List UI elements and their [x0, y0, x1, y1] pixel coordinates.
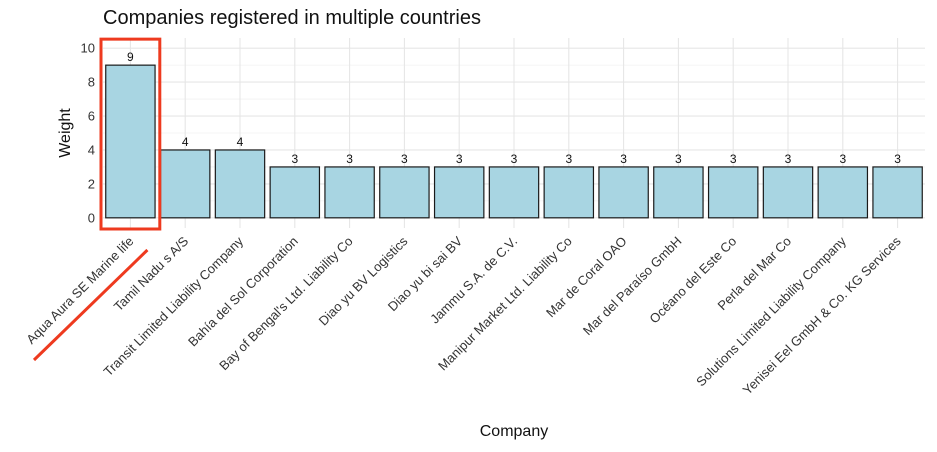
- bar: [653, 166, 704, 219]
- bar: [598, 166, 649, 219]
- bar-value-label: 3: [565, 152, 572, 166]
- bar: [105, 64, 156, 219]
- highlight-annotation: [32, 37, 162, 362]
- bar-value-label: 3: [346, 152, 353, 166]
- bar-value-label: 3: [456, 152, 463, 166]
- highlight-underline: [32, 248, 149, 362]
- y-axis-ticks: 0 2 4 6 8 10: [81, 41, 95, 226]
- bar-value-label: 3: [839, 152, 846, 166]
- bar-value-label: 3: [730, 152, 737, 166]
- highlight-box: [99, 37, 162, 231]
- bar-value-label: 4: [237, 135, 244, 149]
- bar: [214, 149, 266, 219]
- bar: [488, 166, 540, 219]
- bar: [762, 166, 814, 219]
- data-labels: 9 4 4 3 3 3 3 3 3 3 3 3 3 3 3: [127, 50, 901, 166]
- bar-value-label: 3: [401, 152, 408, 166]
- bar: [872, 166, 923, 219]
- y-tick-label: 4: [88, 142, 95, 157]
- bar: [433, 166, 485, 219]
- bar: [379, 166, 430, 219]
- y-axis-title: Weight: [57, 108, 74, 158]
- bar: [543, 166, 595, 219]
- y-tick-label: 10: [81, 41, 95, 56]
- x-tick-label: Bahía del Sol Corporation: [185, 234, 301, 350]
- x-tick-label: Aqua Aura SE Marine life: [23, 234, 136, 347]
- bar: [707, 166, 759, 219]
- bar-value-label: 3: [675, 152, 682, 166]
- bar-value-label: 3: [620, 152, 627, 166]
- x-tick-label: Mar del Paraíso GmbH: [580, 234, 685, 339]
- y-tick-label: 8: [88, 75, 95, 90]
- chart-title: Companies registered in multiple countri…: [103, 7, 481, 29]
- y-tick-label: 2: [88, 176, 95, 191]
- y-tick-label: 0: [88, 210, 95, 225]
- bar-value-label: 3: [785, 152, 792, 166]
- bars: [105, 64, 923, 219]
- bar: [817, 166, 869, 219]
- y-tick-label: 6: [88, 109, 95, 124]
- bar-value-label: 3: [511, 152, 518, 166]
- bar: [159, 149, 211, 219]
- x-axis-title: Company: [480, 423, 548, 440]
- bar-value-label: 4: [182, 135, 189, 149]
- bar-value-label: 3: [894, 152, 901, 166]
- bar-value-label: 3: [291, 152, 298, 166]
- bar: [324, 166, 375, 219]
- bar-value-label: 9: [127, 50, 134, 64]
- bar: [269, 166, 321, 219]
